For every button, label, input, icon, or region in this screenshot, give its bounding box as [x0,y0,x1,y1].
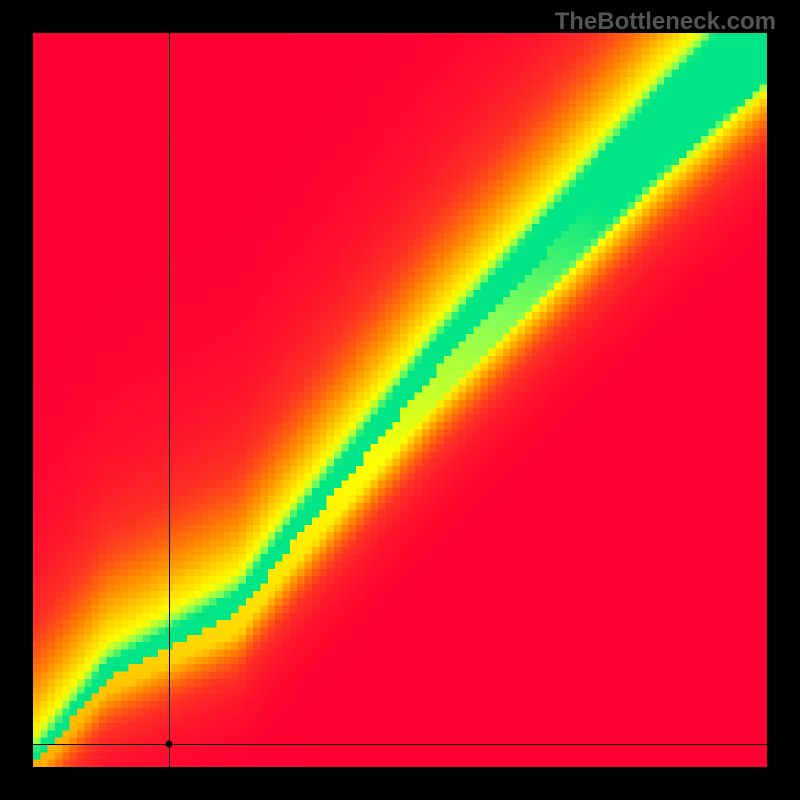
crosshair-horizontal-line [33,744,767,745]
crosshair-marker-dot [165,740,172,747]
heatmap-plot-area [33,33,767,767]
watermark-text: TheBottleneck.com [555,8,776,36]
bottleneck-heatmap-chart: TheBottleneck.com [0,0,800,800]
heatmap-canvas [33,33,767,767]
crosshair-vertical-line [169,33,170,767]
